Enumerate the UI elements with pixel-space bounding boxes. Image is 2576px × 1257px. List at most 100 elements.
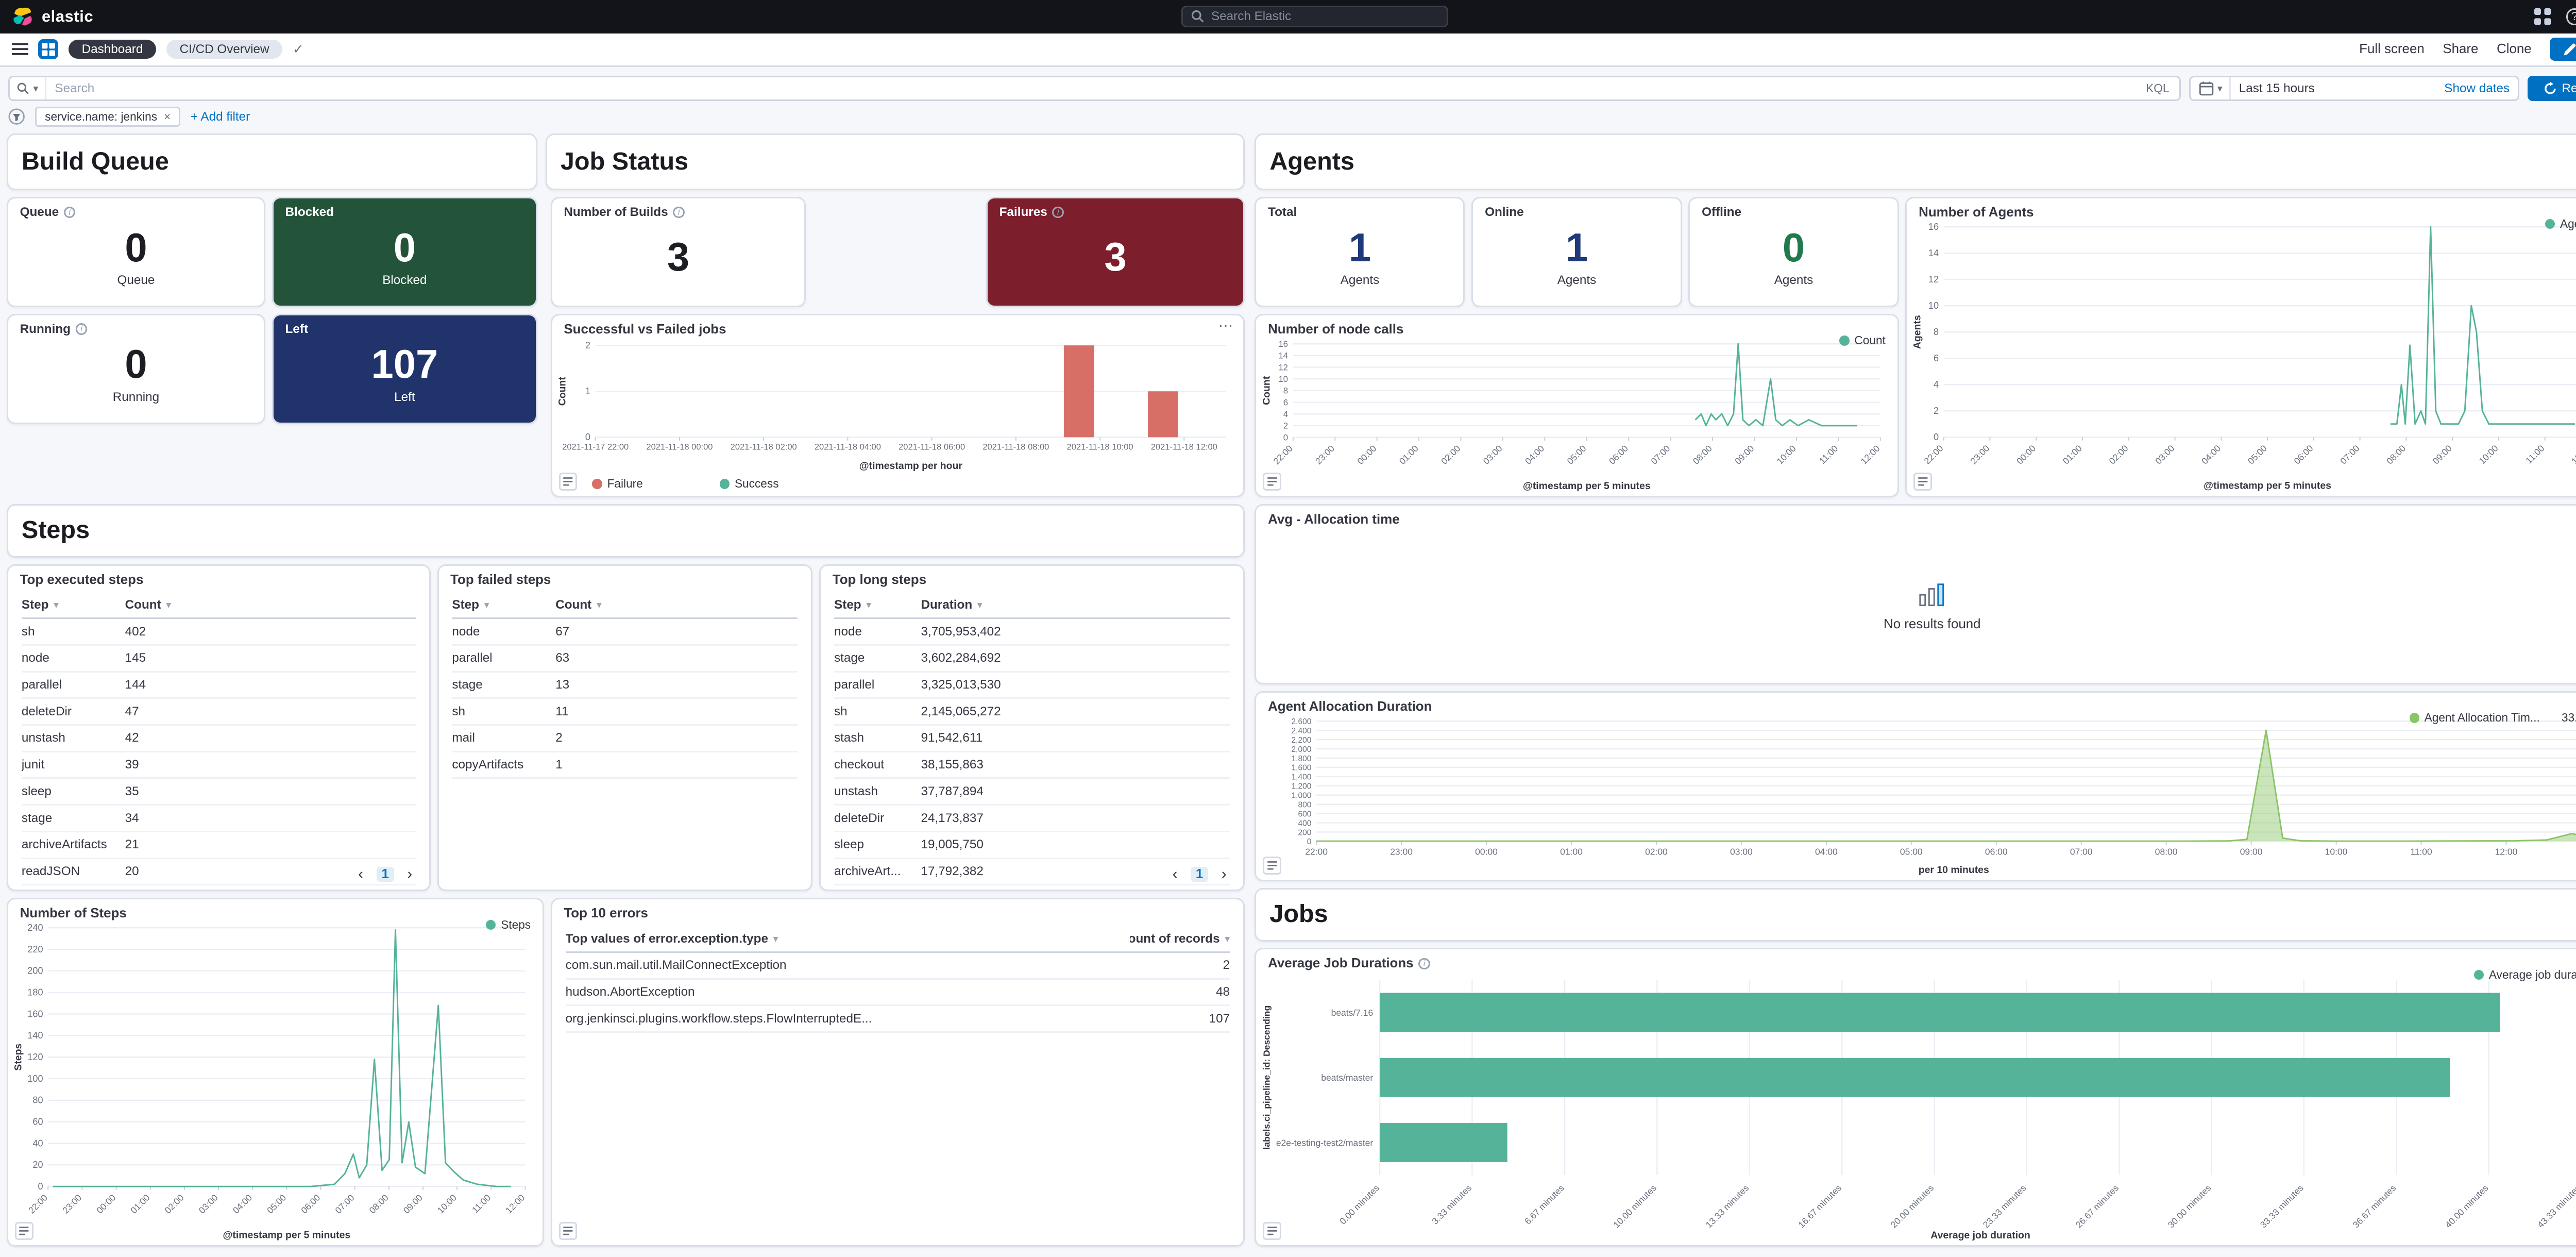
svg-text:14: 14 [1928, 248, 1939, 258]
svg-text:16.67 minutes: 16.67 minutes [1796, 1182, 1843, 1230]
menu-icon[interactable] [12, 41, 28, 57]
legend-toggle-icon[interactable] [559, 1222, 578, 1241]
filter-pill[interactable]: service.name: jenkins × [35, 107, 180, 127]
info-icon[interactable]: i [1052, 207, 1064, 219]
svg-text:23:00: 23:00 [61, 1193, 84, 1216]
filter-pill-label: service.name: jenkins [45, 110, 157, 124]
svg-text:1,200: 1,200 [1291, 782, 1311, 791]
legend-toggle-icon[interactable] [559, 473, 578, 491]
table-row: archiveArt...17,792,382 [834, 859, 1230, 886]
metric-label: Agents [1341, 273, 1380, 288]
pagination-prev-icon[interactable]: ‹ [358, 866, 363, 883]
pagination-page-button[interactable]: 1 [1191, 867, 1208, 882]
svg-text:2021-11-18 08:00: 2021-11-18 08:00 [983, 443, 1049, 452]
calendar-icon[interactable]: ▾ [2199, 77, 2230, 99]
legend-toggle-icon[interactable] [1263, 1222, 1281, 1241]
svg-text:20: 20 [33, 1160, 43, 1170]
cell-key: deleteDir [22, 705, 125, 719]
info-icon[interactable]: i [673, 207, 685, 219]
svg-text:22:00: 22:00 [1271, 443, 1294, 466]
svg-text:01:00: 01:00 [1397, 443, 1420, 466]
legend-toggle-icon[interactable] [1263, 473, 1281, 491]
legend-item[interactable]: Agents [2545, 217, 2576, 231]
panel-build-queue-header: Build Queue [7, 133, 537, 190]
legend-item[interactable]: Agent Allocation Tim...33.611 [2410, 711, 2576, 725]
column-header[interactable]: Top values of error.exception.type▾ [566, 932, 1130, 946]
clone-button[interactable]: Clone [2497, 42, 2532, 57]
svg-text:43.33 minutes: 43.33 minutes [2535, 1182, 2576, 1230]
full-screen-button[interactable]: Full screen [2359, 42, 2425, 57]
column-header[interactable]: Step▾ [834, 598, 921, 612]
legend-toggle-icon[interactable] [1913, 473, 1932, 491]
svg-text:Count: Count [1261, 376, 1272, 405]
svg-text:20.00 minutes: 20.00 minutes [1888, 1182, 1936, 1230]
svg-text:11:00: 11:00 [2523, 443, 2546, 465]
legend-item[interactable]: Steps [486, 918, 531, 932]
svg-text:13.33 minutes: 13.33 minutes [1704, 1182, 1751, 1230]
info-icon[interactable]: i [76, 323, 88, 335]
query-language-button[interactable]: KQL [2136, 81, 2179, 95]
share-button[interactable]: Share [2443, 42, 2478, 57]
apps-icon[interactable] [2534, 8, 2551, 25]
svg-text:800: 800 [1298, 800, 1311, 809]
info-icon[interactable]: i [1418, 958, 1430, 970]
pagination-next-icon[interactable]: › [407, 866, 412, 883]
date-picker: ▾ Last 15 hours Show dates [2189, 76, 2519, 101]
cell-key: readJSON [22, 864, 125, 879]
legend-toggle-icon[interactable] [1263, 857, 1281, 875]
breadcrumb-dashboard[interactable]: Dashboard [69, 40, 157, 59]
svg-text:07:00: 07:00 [333, 1193, 357, 1216]
svg-text:100: 100 [28, 1074, 43, 1084]
svg-text:6: 6 [1934, 353, 1939, 363]
refresh-button[interactable]: Refresh [2528, 76, 2576, 101]
metric-title: Blockedi [285, 205, 334, 220]
legend-item[interactable]: Success [720, 477, 779, 491]
svg-text:10: 10 [1278, 374, 1288, 384]
svg-text:1: 1 [585, 386, 590, 396]
column-header[interactable]: Step▾ [22, 598, 125, 612]
column-header[interactable]: Step▾ [452, 598, 555, 612]
brand: elastic [12, 6, 94, 27]
legend-toggle-icon[interactable] [15, 1222, 33, 1241]
filter-options-icon[interactable] [8, 108, 25, 125]
global-search-input[interactable]: Search Elastic [1181, 6, 1448, 27]
query-input[interactable]: ▾ Search KQL [8, 76, 2181, 101]
panel-title: Avg - Allocation time [1268, 512, 1400, 527]
cell-value: 2 [1130, 958, 1230, 973]
svg-text:1,600: 1,600 [1291, 763, 1311, 772]
filter-bar: service.name: jenkins × + Add filter [0, 107, 2576, 130]
column-header[interactable]: Duration▾ [921, 598, 1230, 612]
time-range-button[interactable]: Last 15 hours [2239, 81, 2436, 96]
metric-blocked: Blockedi 0 Blocked [272, 197, 537, 307]
show-dates-button[interactable]: Show dates [2444, 81, 2510, 96]
remove-filter-icon[interactable]: × [164, 110, 171, 124]
breadcrumb-current[interactable]: CI/CD Overview [166, 40, 283, 59]
cell-key: deleteDir [834, 811, 921, 826]
add-filter-button[interactable]: + Add filter [191, 110, 250, 124]
svg-text:23:00: 23:00 [1313, 443, 1336, 466]
cell-value: 11 [555, 705, 798, 719]
help-icon[interactable]: ? [2566, 8, 2576, 25]
info-icon[interactable]: i [64, 207, 76, 219]
metric-value: 1 [1349, 228, 1371, 269]
legend-item[interactable]: Average job duration [2474, 968, 2576, 982]
edit-button[interactable]: Edit [2550, 38, 2576, 61]
pagination-next-icon[interactable]: › [1222, 866, 1227, 883]
saved-query-menu-button[interactable]: ▾ [10, 77, 46, 99]
column-header[interactable]: Count▾ [125, 598, 416, 612]
legend-item[interactable]: Count [1839, 333, 1886, 347]
legend-item[interactable]: Failure [592, 477, 642, 491]
cell-key: stage [452, 678, 555, 692]
elastic-logo-icon[interactable] [12, 6, 33, 27]
column-header[interactable]: Count▾ [555, 598, 798, 612]
panel-options-icon[interactable]: ⋯ [1218, 317, 1234, 335]
dashboard-app-icon[interactable] [38, 39, 58, 59]
brand-name: elastic [42, 7, 93, 26]
pagination-prev-icon[interactable]: ‹ [1173, 866, 1178, 883]
column-header[interactable]: Count of records▾ [1130, 932, 1230, 946]
pagination-page-button[interactable]: 1 [377, 867, 394, 882]
